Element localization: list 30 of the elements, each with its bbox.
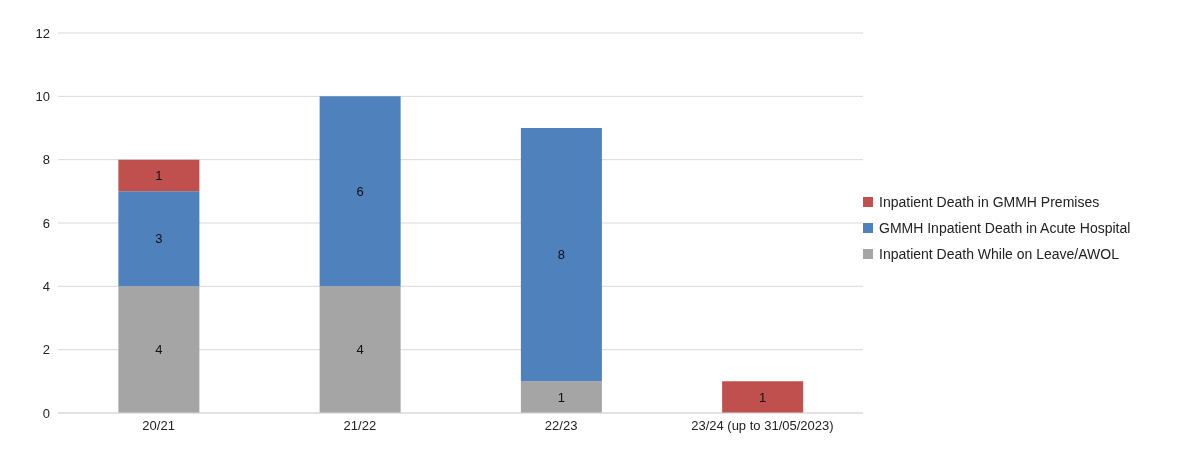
y-tick-label: 2 [42, 342, 50, 358]
legend-label: GMMH Inpatient Death in Acute Hospital [879, 220, 1131, 236]
data-label: 1 [759, 389, 767, 405]
x-tick-label: 22/23 [544, 418, 578, 434]
data-label: 8 [557, 247, 565, 263]
data-label: 1 [557, 389, 565, 405]
bar [520, 128, 602, 382]
y-tick-label: 8 [42, 152, 50, 168]
bar [118, 191, 200, 287]
y-tick-label: 10 [35, 88, 50, 104]
y-tick-label: 12 [35, 25, 50, 41]
bar [319, 286, 401, 413]
data-label: 4 [155, 342, 163, 358]
data-label: 6 [356, 183, 364, 199]
data-label: 4 [356, 342, 364, 358]
x-tick-label: 20/21 [142, 418, 175, 434]
x-tick-label: 21/22 [343, 418, 377, 434]
bar [118, 286, 200, 413]
legend-label: Inpatient Death While on Leave/AWOL [879, 246, 1119, 262]
y-tick-label: 6 [42, 215, 50, 231]
legend-label: Inpatient Death in GMMH Premises [879, 194, 1100, 210]
bar [118, 159, 200, 192]
data-label: 1 [155, 168, 163, 184]
data-label: 3 [155, 231, 163, 247]
y-tick-label: 4 [42, 278, 50, 294]
bar [722, 381, 804, 413]
bar [520, 381, 602, 413]
y-tick-label: 0 [42, 405, 50, 421]
bar [319, 96, 401, 287]
x-tick-label: 23/24 (up to 31/05/2023) [691, 418, 834, 434]
